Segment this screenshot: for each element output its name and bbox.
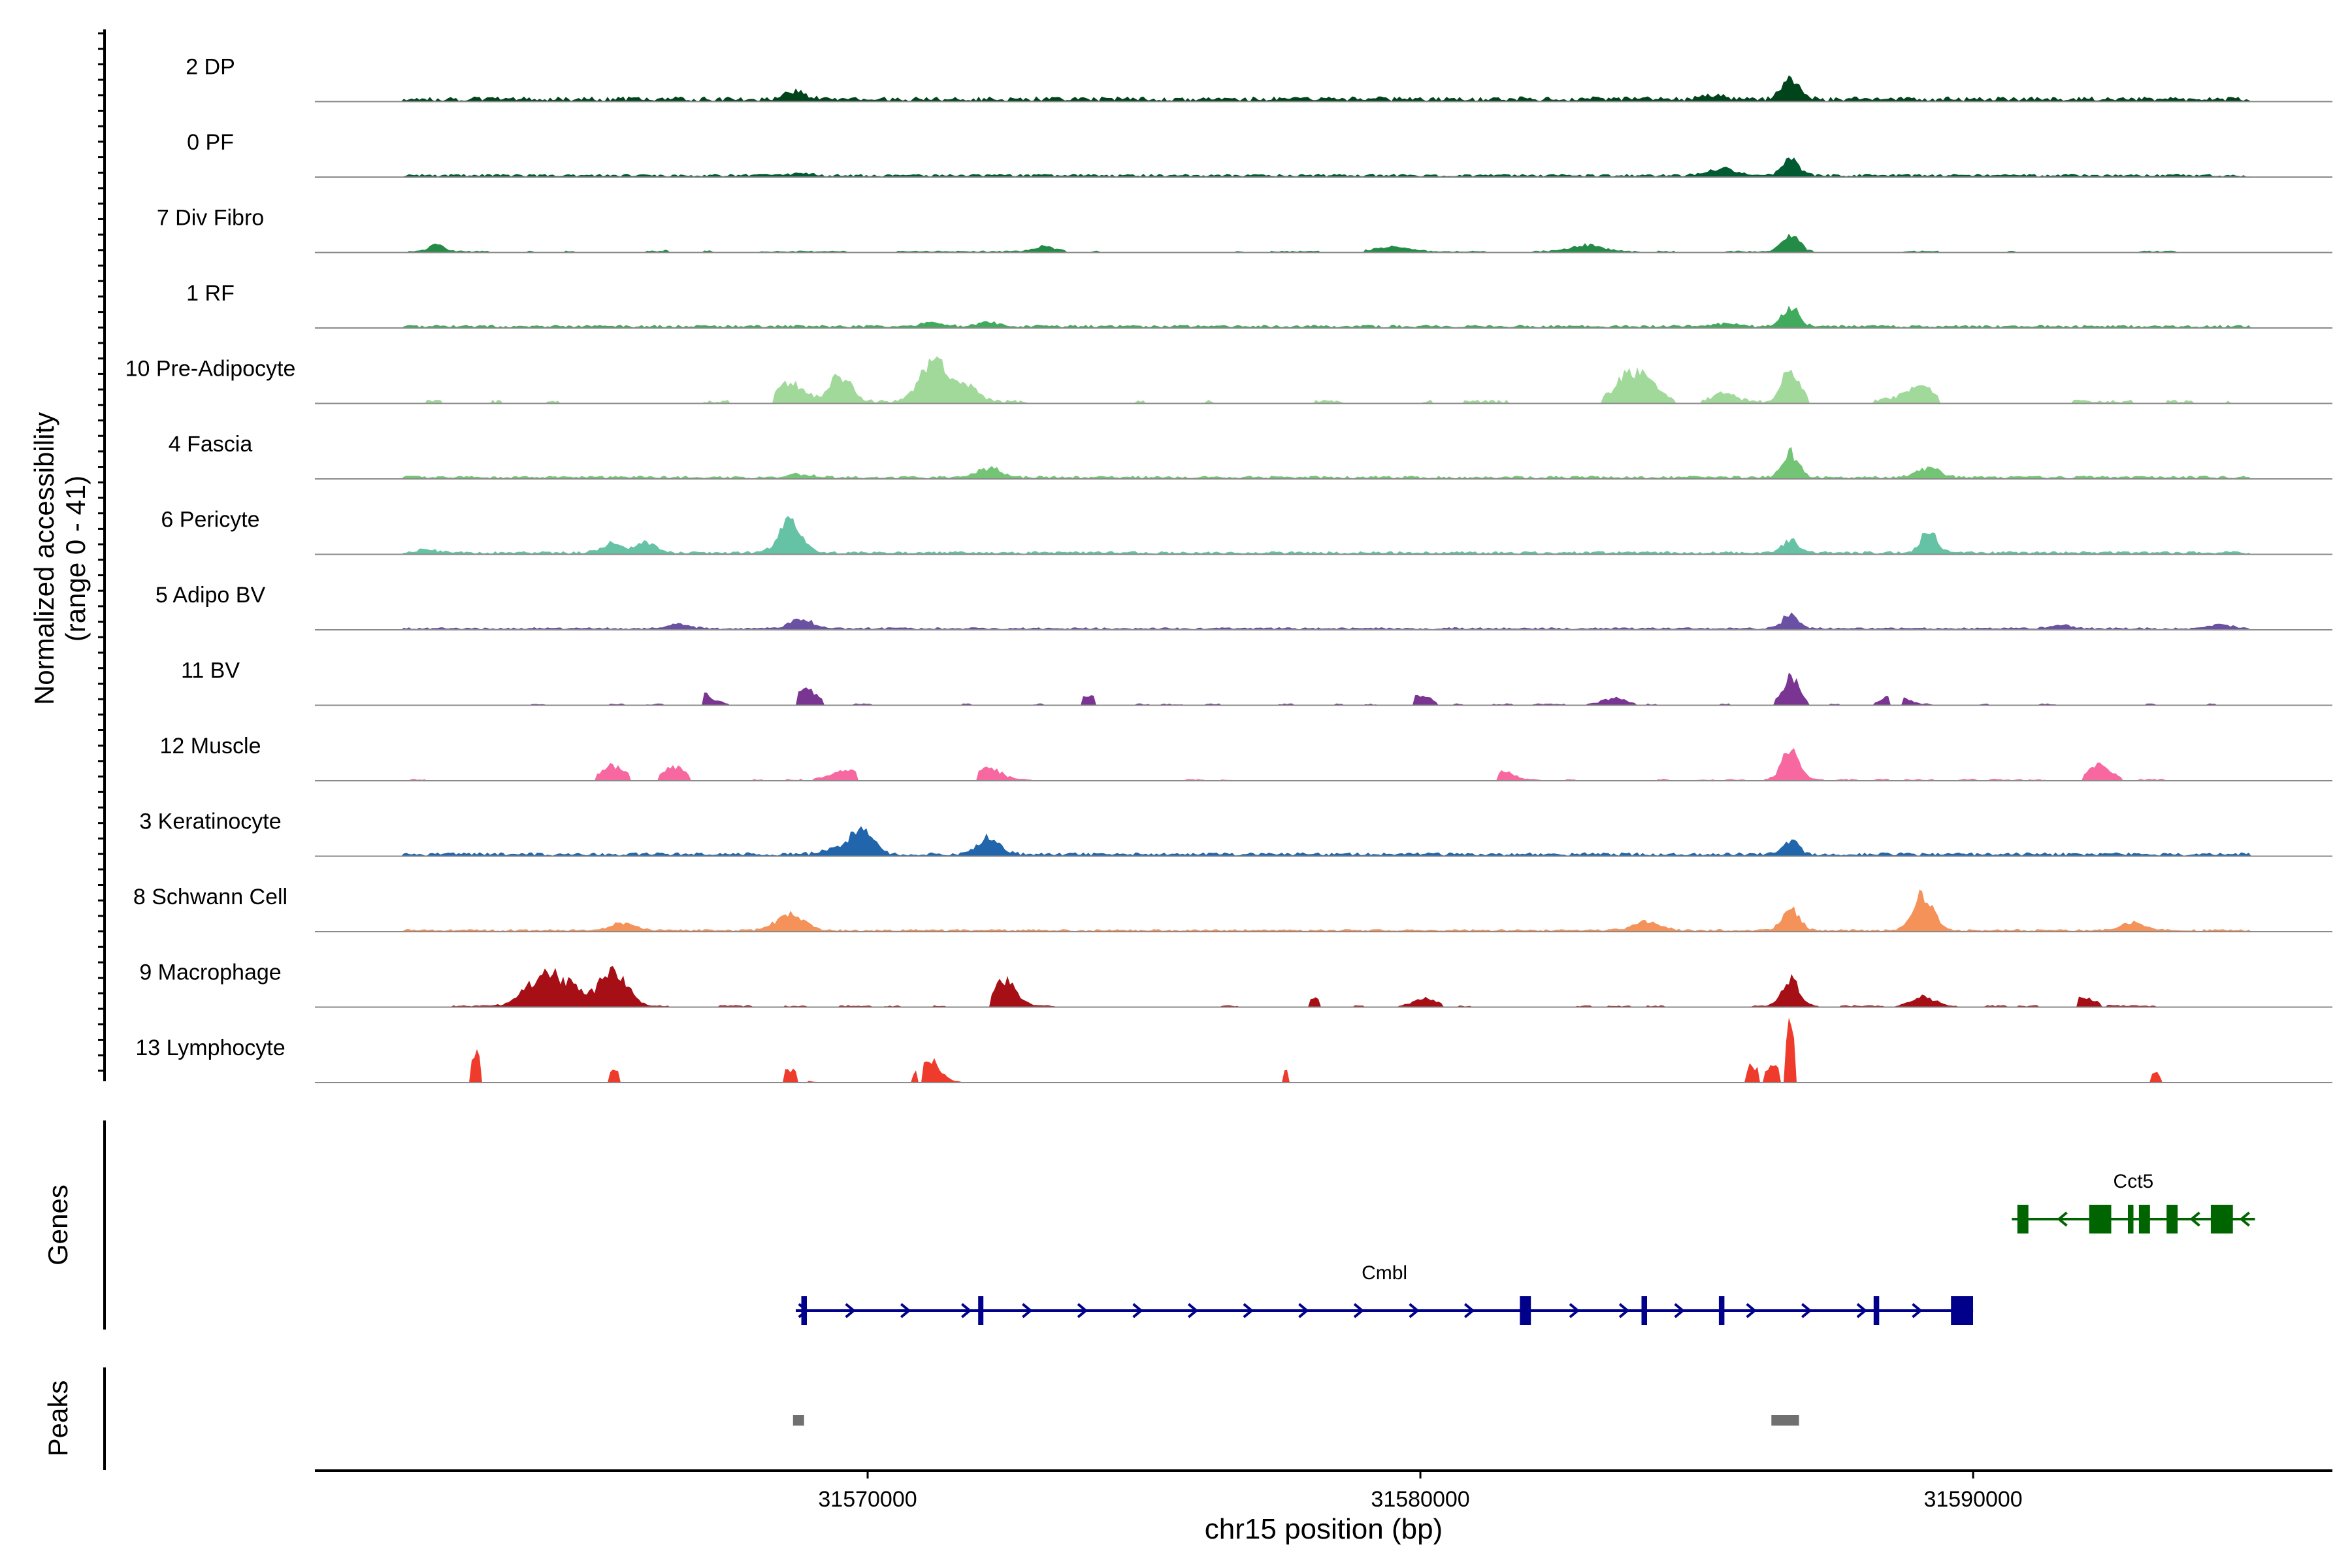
peaks-panel: Peaks bbox=[42, 1367, 1799, 1470]
gene-exon bbox=[1873, 1296, 1880, 1325]
track-7-div-fibro: 7 Div Fibro bbox=[157, 206, 2332, 253]
strand-arrow bbox=[1077, 1303, 1088, 1318]
gene-exon bbox=[801, 1296, 807, 1325]
coverage-area bbox=[315, 356, 2332, 404]
track-11-bv: 11 BV bbox=[181, 659, 2332, 706]
coverage-area bbox=[315, 889, 2332, 932]
track-label: 1 RF bbox=[186, 281, 235, 306]
track-10-pre-adipocyte: 10 Pre-Adipocyte bbox=[125, 356, 2332, 404]
track-label: 8 Schwann Cell bbox=[133, 885, 287, 909]
strand-arrow bbox=[2189, 1211, 2200, 1227]
track-5-adipo-bv: 5 Adipo BV bbox=[155, 583, 2332, 630]
strand-arrow bbox=[845, 1303, 856, 1318]
coverage-area bbox=[315, 826, 2332, 857]
track-6-pericyte: 6 Pericyte bbox=[161, 508, 2332, 555]
gene-exon bbox=[2210, 1205, 2233, 1233]
track-label: 12 Muscle bbox=[160, 734, 261, 759]
strand-arrow bbox=[1022, 1303, 1033, 1318]
gene-exon bbox=[2138, 1205, 2150, 1233]
track-label: 5 Adipo BV bbox=[155, 583, 266, 608]
track-0-pf: 0 PF bbox=[187, 130, 2332, 178]
strand-arrow bbox=[1132, 1303, 1143, 1318]
strand-arrow bbox=[1187, 1303, 1199, 1318]
gene-exon bbox=[1718, 1296, 1725, 1325]
coverage-area bbox=[315, 157, 2332, 177]
gene-exon bbox=[1520, 1296, 1531, 1325]
strand-arrow bbox=[1569, 1303, 1580, 1318]
strand-arrow bbox=[1298, 1303, 1309, 1318]
coverage-area bbox=[315, 75, 2332, 102]
peaks-panel-label: Peaks bbox=[42, 1380, 73, 1457]
track-2-dp: 2 DP bbox=[186, 55, 2332, 103]
track-8-schwann-cell: 8 Schwann Cell bbox=[133, 885, 2332, 932]
strand-arrow bbox=[1912, 1303, 1923, 1318]
track-label: 13 Lymphocyte bbox=[135, 1036, 285, 1060]
peak-region bbox=[1771, 1415, 1799, 1426]
gene-cmbl: Cmbl bbox=[796, 1262, 1974, 1325]
track-9-macrophage: 9 Macrophage bbox=[139, 960, 2332, 1008]
strand-arrow bbox=[1674, 1303, 1685, 1318]
track-label: 3 Keratinocyte bbox=[139, 809, 281, 834]
track-label: 0 PF bbox=[187, 130, 234, 155]
y-axis-range-label: (range 0 - 41) bbox=[60, 476, 91, 642]
track-label: 4 Fascia bbox=[169, 432, 253, 457]
track-label: 7 Div Fibro bbox=[157, 206, 264, 231]
strand-arrow bbox=[2057, 1211, 2068, 1227]
track-label: 11 BV bbox=[181, 659, 240, 683]
track-12-muscle: 12 Muscle bbox=[160, 734, 2332, 781]
track-3-keratinocyte: 3 Keratinocyte bbox=[139, 809, 2332, 857]
coverage-area bbox=[315, 1017, 2332, 1083]
track-label: 9 Macrophage bbox=[139, 960, 281, 985]
coverage-area bbox=[315, 515, 2332, 555]
gene-exon bbox=[2017, 1205, 2029, 1233]
track-label: 10 Pre-Adipocyte bbox=[125, 357, 296, 382]
genes-panel-label: Genes bbox=[42, 1184, 73, 1266]
coverage-area bbox=[315, 612, 2332, 630]
y-axis-label: Normalized accessibility bbox=[29, 412, 59, 705]
x-tick-label: 31570000 bbox=[818, 1487, 917, 1512]
coverage-area bbox=[315, 305, 2332, 328]
x-tick-label: 31580000 bbox=[1371, 1487, 1469, 1512]
track-13-lymphocyte: 13 Lymphocyte bbox=[135, 1017, 2332, 1083]
gene-exon bbox=[1951, 1296, 1973, 1325]
x-tick-label: 31590000 bbox=[1923, 1487, 2022, 1512]
strand-arrow bbox=[1801, 1303, 1812, 1318]
track-label: 2 DP bbox=[186, 55, 235, 80]
gene-label: Cmbl bbox=[1362, 1262, 1407, 1284]
strand-arrow bbox=[1353, 1303, 1365, 1318]
coverage-area bbox=[315, 233, 2332, 253]
gene-exon bbox=[2166, 1205, 2178, 1233]
x-axis: 31570000 31580000 31590000 bbox=[315, 1469, 2332, 1512]
strand-arrow bbox=[1463, 1303, 1475, 1318]
strand-arrow bbox=[900, 1303, 911, 1318]
strand-arrow bbox=[2239, 1211, 2250, 1227]
strand-arrow bbox=[961, 1303, 972, 1318]
track-4-fascia: 4 Fascia bbox=[169, 432, 2332, 480]
gene-label: Cct5 bbox=[2114, 1171, 2154, 1192]
coverage-area bbox=[315, 447, 2332, 479]
strand-arrow bbox=[1409, 1303, 1420, 1318]
peak-region bbox=[792, 1415, 804, 1426]
coverage-area bbox=[315, 966, 2332, 1007]
gene-exon bbox=[2128, 1205, 2134, 1233]
strand-arrow bbox=[1746, 1303, 1757, 1318]
x-axis-label: chr15 position (bp) bbox=[1205, 1513, 1443, 1545]
track-1-rf: 1 RF bbox=[186, 281, 2332, 329]
gene-exon bbox=[978, 1296, 984, 1325]
coverage-area bbox=[315, 748, 2332, 781]
strand-arrow bbox=[1618, 1303, 1630, 1318]
gene-exon bbox=[2089, 1205, 2112, 1233]
genes-panel: Genes Cct5 Cmbl bbox=[42, 1120, 2255, 1330]
coverage-area bbox=[315, 672, 2332, 706]
accessibility-y-axis bbox=[98, 29, 106, 1081]
gene-cct5: Cct5 bbox=[2012, 1171, 2255, 1233]
strand-arrow bbox=[1243, 1303, 1254, 1318]
strand-arrow bbox=[1856, 1303, 1868, 1318]
coverage-tracks: 2 DP 0 PF 7 Div Fibro 1 RF 10 Pre-Adipocyte 4… bbox=[125, 55, 2332, 1083]
gene-exon bbox=[1641, 1296, 1647, 1325]
track-label: 6 Pericyte bbox=[161, 508, 259, 532]
